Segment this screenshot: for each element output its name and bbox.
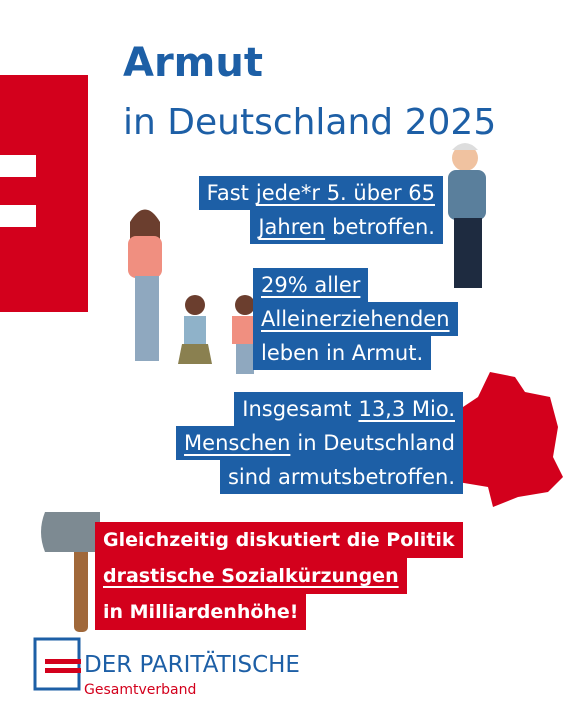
fact-box: Insgesamt 13,3 Mio. Menschen in Deutschland… [176,392,463,494]
underlined-text: drastische Sozialkürzungen [103,565,399,587]
text-line: sind armutsbetroffen. [219,460,463,494]
text-line: Gleichzeitig diskutiert die Politik [95,522,463,558]
text-line: leben in Armut. [253,336,432,370]
text-line: Menschen in Deutschland [176,426,463,460]
callout-box: Gleichzeitig diskutiert die Politik drast… [95,522,463,630]
text-line: Jahren betroffen. [250,210,443,244]
text-line: Insgesamt 13,3 Mio. [234,392,463,426]
title: Armut [123,40,263,86]
logo-name: DER PARITÄTISCHE [84,652,300,678]
text-line: drastische Sozialkürzungen [95,558,407,594]
text: Fast [206,181,249,205]
text: Gleichzeitig diskutiert die Politik [103,529,455,551]
text-line: in Milliardenhöhe! [95,594,307,630]
underlined-text: Jahren [258,215,326,239]
underlined-text: jede*r 5. über 65 [255,181,435,205]
underlined-text: 29% aller [261,273,361,297]
fact-box: 29% aller Alleinerziehenden leben in Armut… [253,268,458,370]
underlined-text: Menschen [184,431,291,455]
text: Insgesamt [242,397,352,421]
underlined-text: Alleinerziehenden [261,307,450,331]
text: in Milliardenhöhe! [103,601,299,623]
fact-box: Fast jede*r 5. über 65 Jahren betroffen. [198,176,443,244]
text: betroffen. [332,215,435,239]
subtitle: in Deutschland 2025 [123,102,497,143]
text-line: 29% aller [253,268,369,302]
text-line: Alleinerziehenden [253,302,458,336]
text-line: Fast jede*r 5. über 65 [198,176,443,210]
text: in Deutschland [297,431,455,455]
text: sind armutsbetroffen. [227,465,455,489]
logo-subname: Gesamtverband [84,682,197,698]
underlined-text: 13,3 Mio. [358,397,455,421]
text: leben in Armut. [261,341,424,365]
